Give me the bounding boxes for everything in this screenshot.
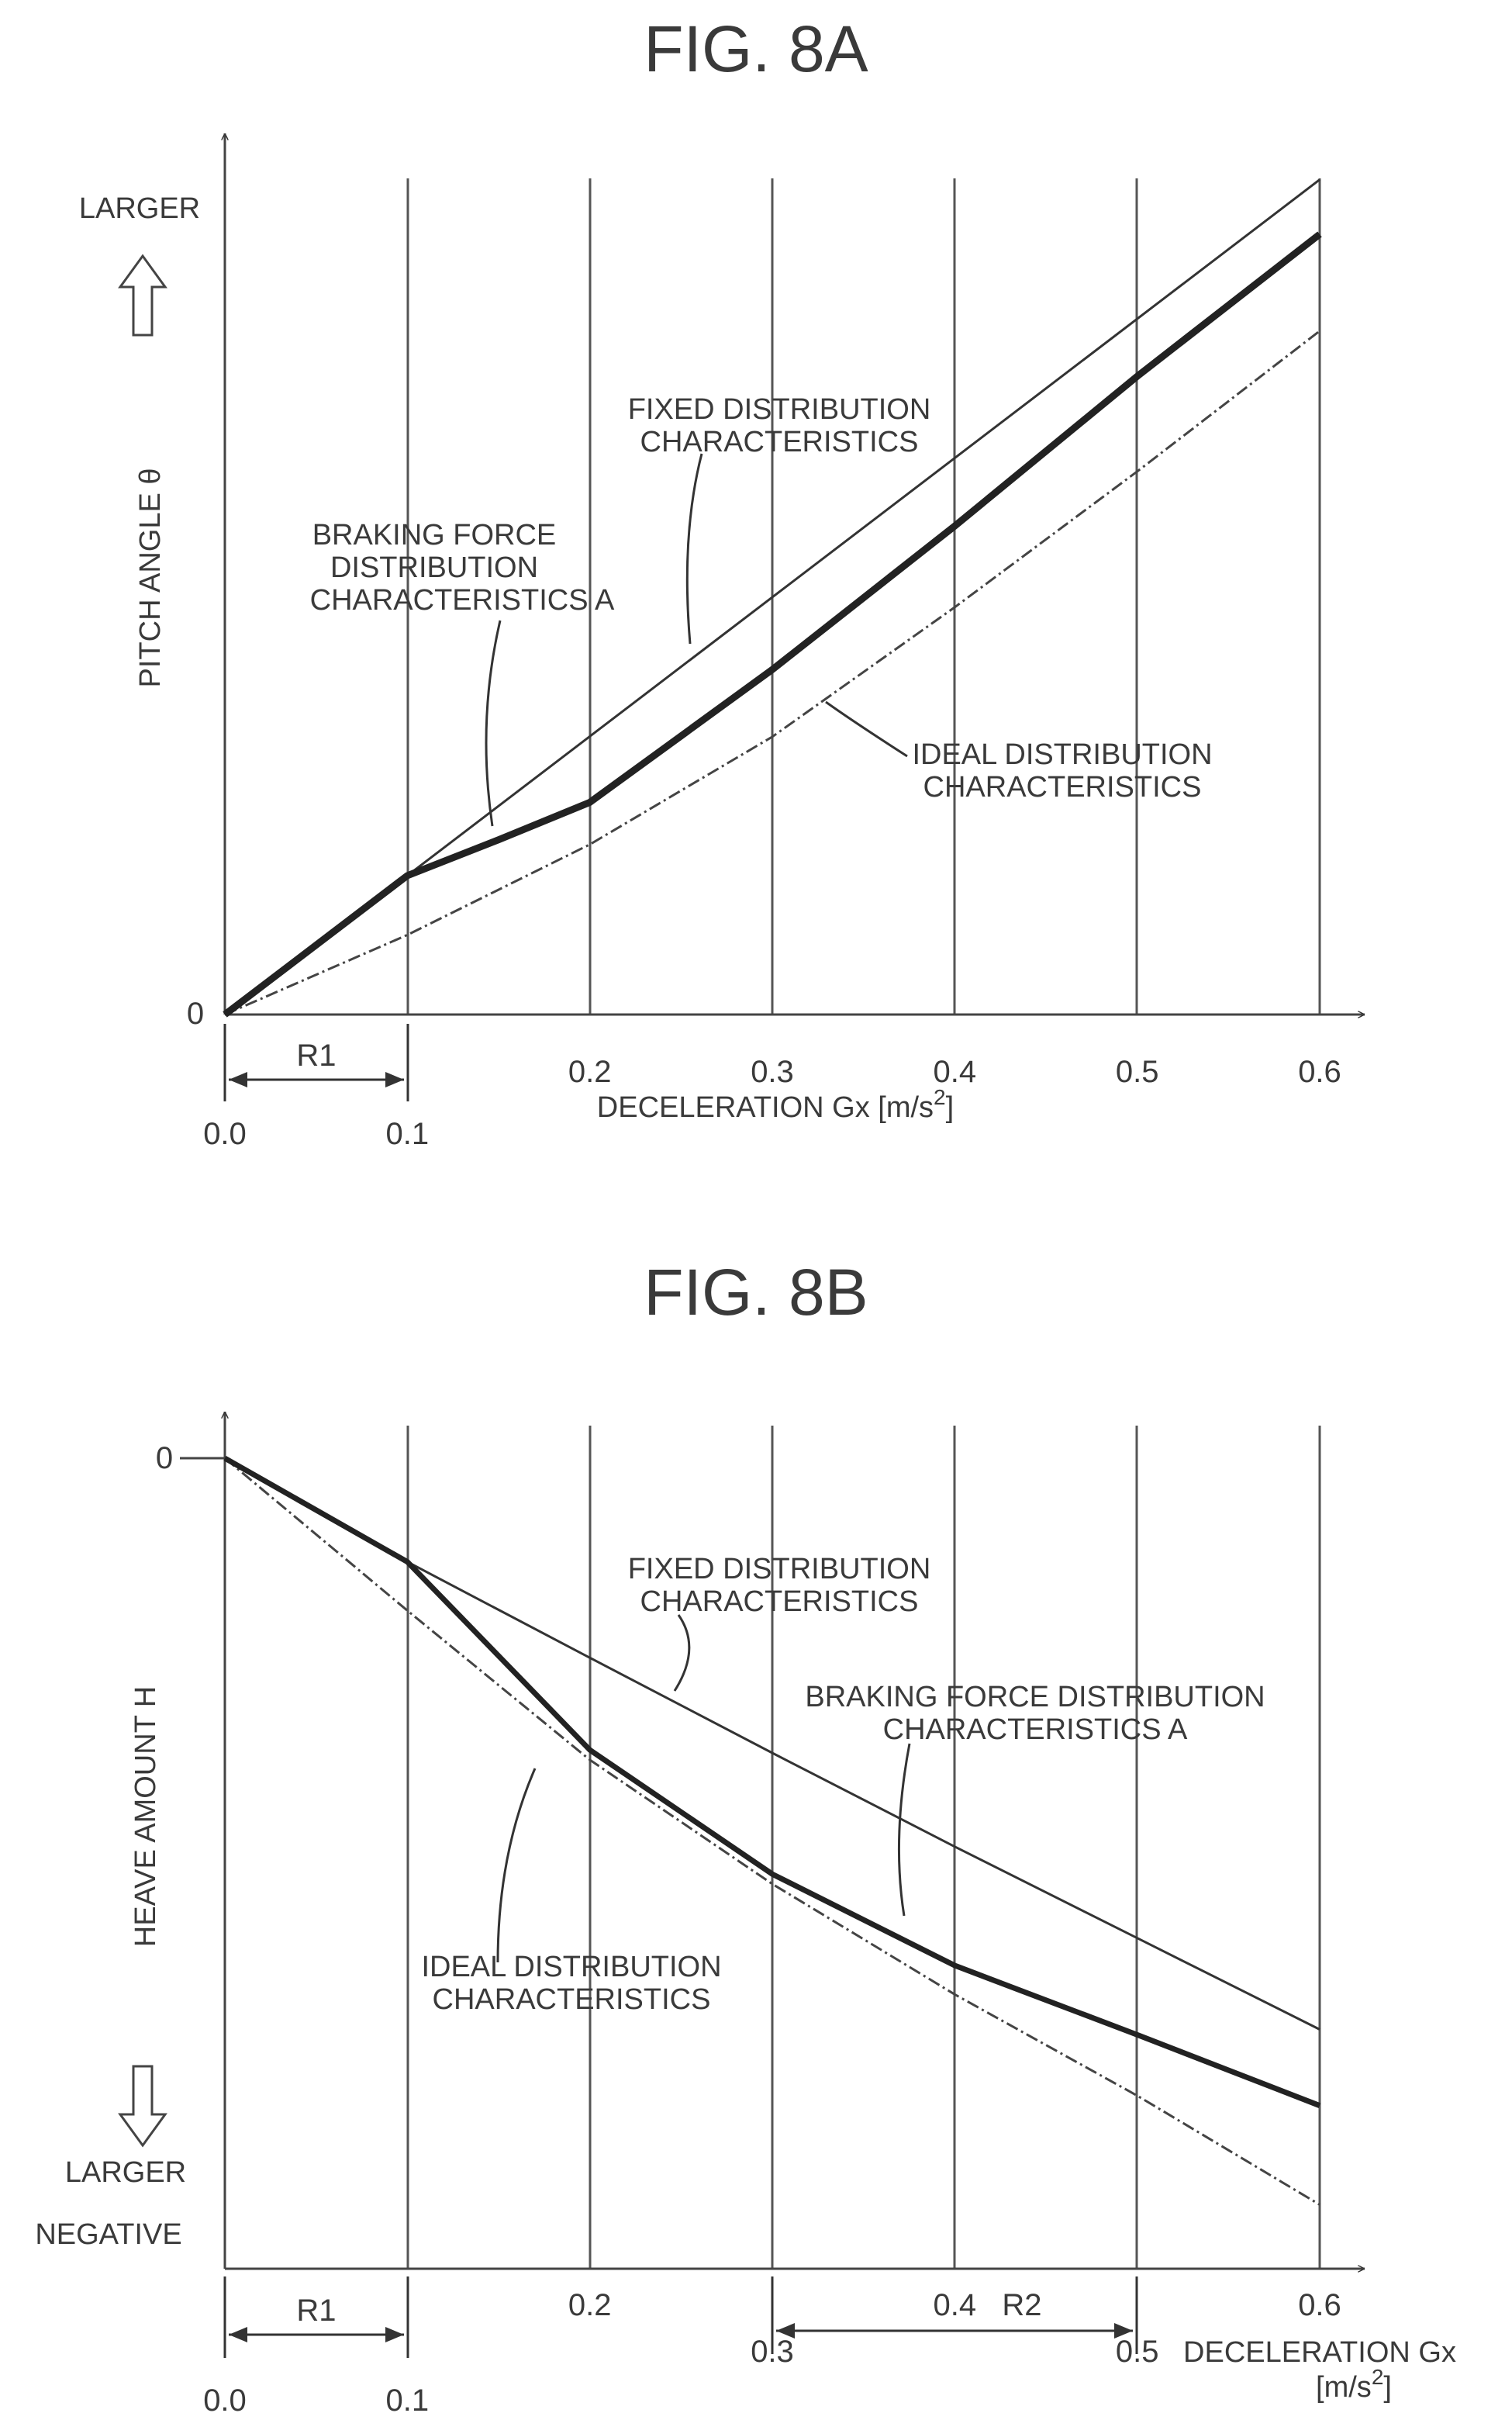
y-axis-label: PITCH ANGLE θ xyxy=(134,468,167,688)
range-r2-label: R2 xyxy=(1002,2288,1041,2322)
down-arrow-icon xyxy=(118,2065,167,2148)
y-zero-label: 0 xyxy=(187,997,204,1031)
annotation-ideal: IDEAL DISTRIBUTION CHARACTERISTICS xyxy=(421,1768,722,2016)
annotation-fixed: FIXED DISTRIBUTION CHARACTERISTICS xyxy=(628,1553,931,1692)
annotation-braking-line1: BRAKING FORCE xyxy=(312,519,557,551)
series-group xyxy=(223,178,1322,1018)
y-direction-label: LARGER xyxy=(79,192,200,225)
annotation-fixed-leader xyxy=(685,453,703,645)
annotation-braking: BRAKING FORCE DISTRIBUTION CHARACTERISTI… xyxy=(805,1681,1265,1917)
x-tick-label-0.4: 0.4 xyxy=(933,1055,976,1089)
x-tick-label-0.6: 0.6 xyxy=(1298,1055,1341,1089)
chart-title: FIG. 8B xyxy=(644,1256,868,1329)
x-tick-label-0.3: 0.3 xyxy=(751,1055,794,1089)
annotation-ideal-leader xyxy=(496,1768,537,1963)
x-axis-label-main: DECELERATION Gx [m/s xyxy=(597,1091,934,1124)
annotation-fixed-line1: FIXED DISTRIBUTION xyxy=(628,393,931,426)
annotation-braking-leader xyxy=(485,620,502,827)
x-axis-label-end: ] xyxy=(946,1091,954,1124)
range-r1-label: R1 xyxy=(296,2294,336,2328)
x-tick-labels: 0.0 0.1 0.2 0.3 0.4 0.5 0.6 xyxy=(203,1055,1341,1151)
x-tick-label-0.1: 0.1 xyxy=(385,2384,429,2413)
annotation-ideal-line1: IDEAL DISTRIBUTION xyxy=(912,738,1212,771)
annotation-ideal-line1: IDEAL DISTRIBUTION xyxy=(421,1951,721,1983)
x-tick-label-0.2: 0.2 xyxy=(568,2288,612,2322)
annotation-fixed: FIXED DISTRIBUTION CHARACTERISTICS xyxy=(628,393,931,645)
range-r1-label: R1 xyxy=(296,1039,336,1073)
x-tick-label-0.0: 0.0 xyxy=(203,2384,247,2413)
series-group xyxy=(223,1455,1321,2206)
annotation-braking-line2: CHARACTERISTICS A xyxy=(883,1713,1188,1746)
series-ideal-distribution xyxy=(224,330,1320,1016)
series-braking-force-distribution-a xyxy=(223,1455,1321,2108)
x-axis-label-unit: [m/s xyxy=(1316,2371,1372,2404)
x-tick-label-0.0: 0.0 xyxy=(203,1117,247,1151)
y-direction-label-line2: NEGATIVE xyxy=(35,2218,181,2251)
x-axis-label-line1: DECELERATION Gx xyxy=(1183,2336,1456,2369)
y-zero-label: 0 xyxy=(156,1441,173,1475)
range-r2: R2 xyxy=(771,2276,1138,2354)
x-axis-label-end: ] xyxy=(1383,2371,1392,2404)
heave-amount-chart: FIG. 8B 0 HEAVE AMOUNT H LARGER NEGATIVE… xyxy=(35,1256,1456,2413)
x-tick-label-0.2: 0.2 xyxy=(568,1055,612,1089)
annotation-fixed-line1: FIXED DISTRIBUTION xyxy=(628,1553,931,1585)
range-r1: R1 xyxy=(223,2276,409,2358)
x-axis-label-sup: 2 xyxy=(934,1085,946,1109)
annotation-ideal: IDEAL DISTRIBUTION CHARACTERISTICS xyxy=(825,700,1213,804)
series-braking-force-distribution-a xyxy=(223,231,1322,1018)
annotation-braking-line1: BRAKING FORCE DISTRIBUTION xyxy=(805,1681,1265,1713)
range-r1: R1 xyxy=(223,1024,409,1101)
annotation-ideal-leader xyxy=(825,700,908,758)
annotation-fixed-line2: CHARACTERISTICS xyxy=(640,426,919,458)
annotation-ideal-line2: CHARACTERISTICS xyxy=(433,1983,711,2016)
x-tick-label-0.5: 0.5 xyxy=(1116,1055,1159,1089)
x-axis-label: DECELERATION Gx [m/s2] xyxy=(597,1085,954,1124)
x-axis-label-line2: [m/s2] xyxy=(1316,2365,1392,2404)
annotation-braking-line3: CHARACTERISTICS A xyxy=(310,584,615,617)
annotation-ideal-line2: CHARACTERISTICS xyxy=(923,771,1202,804)
annotation-braking: BRAKING FORCE DISTRIBUTION CHARACTERISTI… xyxy=(310,519,615,827)
y-axis-label: HEAVE AMOUNT H xyxy=(129,1686,162,1947)
up-arrow-icon xyxy=(118,254,167,337)
annotation-fixed-leader xyxy=(673,1614,691,1692)
annotation-braking-leader xyxy=(897,1743,911,1917)
chart-title: FIG. 8A xyxy=(644,12,868,85)
x-tick-label-0.4: 0.4 xyxy=(933,2288,976,2322)
pitch-angle-chart: FIG. 8A LARGER PITCH ANGLE θ 0 0.0 0.1 0… xyxy=(79,12,1365,1151)
annotation-fixed-line2: CHARACTERISTICS xyxy=(640,1585,919,1618)
x-tick-label-0.1: 0.1 xyxy=(385,1117,429,1151)
y-direction-label-line1: LARGER xyxy=(65,2156,186,2189)
x-tick-label-0.6: 0.6 xyxy=(1298,2288,1341,2322)
annotation-braking-line2: DISTRIBUTION xyxy=(330,551,538,584)
x-axis-label-sup: 2 xyxy=(1372,2365,1384,2389)
